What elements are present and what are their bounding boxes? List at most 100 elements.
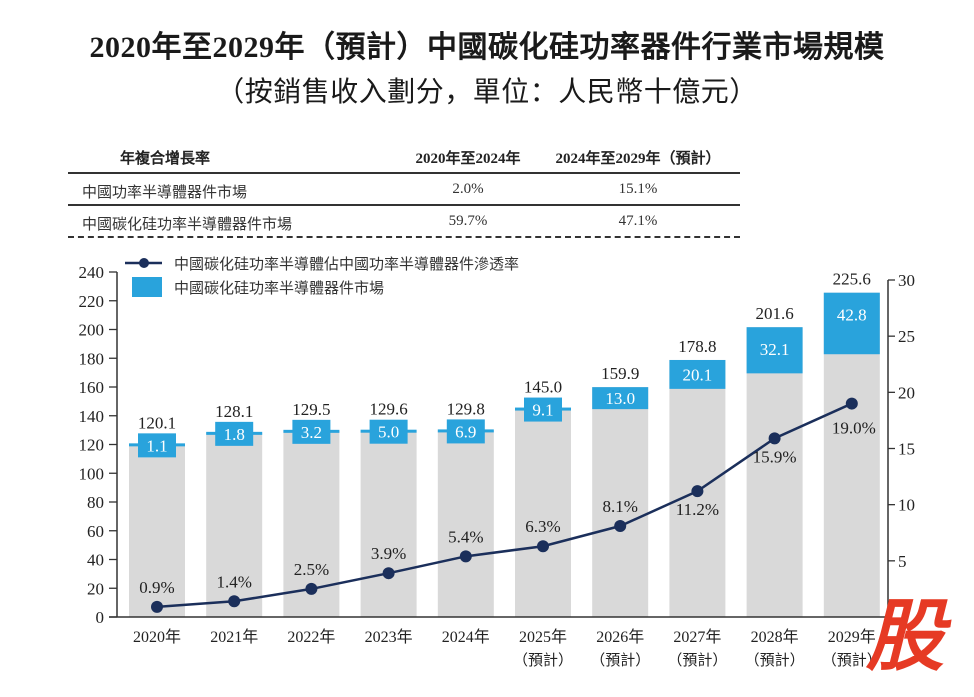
penetration-rate-point xyxy=(691,485,704,498)
sic-market-bar xyxy=(592,387,649,410)
cagr-row: 中國功率半導體器件市場 2.0% 15.1% xyxy=(68,174,740,206)
penetration-rate-label: 2.5% xyxy=(294,560,329,579)
chart-subtitle: （按銷售收入劃分，單位：人民幣十億元） xyxy=(216,75,758,108)
total-value-label: 129.5 xyxy=(292,400,330,419)
sic-market-bar xyxy=(446,419,485,444)
penetration-rate-point xyxy=(382,567,395,580)
penetration-rate-label: 8.1% xyxy=(602,497,637,516)
x-axis-tick-sublabel: （預計） xyxy=(745,651,805,669)
penetration-rate-label: 6.3% xyxy=(525,517,560,536)
penetration-rate-point xyxy=(537,540,549,553)
x-axis-tick-label: 2021年 xyxy=(210,628,258,646)
penetration-rate-label: 11.2% xyxy=(676,500,719,519)
total-value-label: 129.6 xyxy=(369,400,407,419)
x-axis-tick-label: 2025年 xyxy=(519,628,567,646)
total-market-bar xyxy=(515,408,571,617)
penetration-rate-label: 15.9% xyxy=(753,447,797,466)
sic-market-bar xyxy=(292,419,331,444)
x-axis-tick-label: 2029年 xyxy=(828,628,876,646)
x-axis-tick-label: 2023年 xyxy=(365,628,413,646)
left-axis-tick-label: 180 xyxy=(79,349,105,368)
cagr-row-value2: 15.1% xyxy=(618,181,658,197)
penetration-rate-point xyxy=(614,520,627,533)
sic-value-label: 13.0 xyxy=(605,389,635,408)
cagr-row-label: 中國碳化硅功率半導體器件市場 xyxy=(82,217,293,233)
cagr-row: 中國碳化硅功率半導體器件市場 59.7% 47.1% xyxy=(68,206,740,238)
left-axis-tick-label: 60 xyxy=(87,522,104,541)
right-axis-tick-label: 10 xyxy=(898,496,915,515)
total-value-label: 120.1 xyxy=(138,413,176,432)
x-axis-tick-label: 2024年 xyxy=(442,628,490,646)
total-market-bar xyxy=(360,430,417,617)
sic-market-bar xyxy=(215,421,254,446)
right-axis-tick-label: 20 xyxy=(898,383,915,402)
penetration-rate-point xyxy=(305,582,318,595)
x-axis-tick-label: 2027年 xyxy=(673,628,721,646)
penetration-rate-point xyxy=(768,432,781,445)
cagr-header-period1: 2020年至2024年 xyxy=(415,151,521,167)
left-axis-tick-label: 40 xyxy=(87,551,104,570)
total-value-label: 159.9 xyxy=(601,364,639,383)
cagr-header-label: 年複合增長率 xyxy=(120,151,211,167)
penetration-rate-label: 3.9% xyxy=(371,544,406,563)
left-axis-tick-label: 240 xyxy=(79,263,105,282)
sic-value-label: 9.1 xyxy=(532,401,553,420)
sic-market-bar xyxy=(138,433,176,458)
left-axis-tick-label: 20 xyxy=(87,579,104,598)
legend-bar-swatch xyxy=(132,277,162,297)
sic-value-label: 1.1 xyxy=(146,436,167,455)
sic-market-bar xyxy=(823,292,880,355)
left-axis-tick-label: 0 xyxy=(96,608,105,627)
total-value-label: 129.8 xyxy=(447,399,485,418)
left-axis-tick-label: 220 xyxy=(79,292,105,311)
penetration-rate-point xyxy=(459,550,472,563)
penetration-rate-label: 0.9% xyxy=(139,578,174,597)
penetration-rate-point xyxy=(151,600,163,613)
x-axis-tick-sublabel: （預計） xyxy=(667,651,727,669)
right-axis-tick-label: 30 xyxy=(898,271,915,290)
x-axis-tick-label: 2022年 xyxy=(287,628,335,646)
total-market-bar xyxy=(129,444,185,617)
penetration-rate-label: 19.0% xyxy=(832,419,876,438)
x-axis-tick-sublabel: （預計） xyxy=(822,651,882,669)
sic-value-label: 42.8 xyxy=(837,306,867,325)
chart-title: 2020年至2029年（預計）中國碳化硅功率器件行業市場規模 xyxy=(89,31,885,64)
right-axis-tick-label: 15 xyxy=(898,440,915,459)
total-value-label: 178.8 xyxy=(678,337,716,356)
total-value-label: 201.6 xyxy=(755,304,793,323)
total-value-label: 128.1 xyxy=(215,402,253,421)
total-market-bar xyxy=(592,387,649,617)
cagr-row-value1: 2.0% xyxy=(452,181,484,197)
left-axis-tick-label: 140 xyxy=(79,407,105,426)
x-axis-tick-sublabel: （預計） xyxy=(513,651,573,669)
right-axis-tick-label: 25 xyxy=(898,327,915,346)
x-axis-tick-label: 2026年 xyxy=(596,628,644,646)
cagr-row-value2: 47.1% xyxy=(618,213,658,229)
total-value-label: 225.6 xyxy=(833,270,871,289)
legend-line-label: 中國碳化硅功率半導體佔中國功率半導體器件滲透率 xyxy=(174,255,519,273)
total-value-label: 145.0 xyxy=(524,378,562,397)
sic-value-label: 3.2 xyxy=(301,423,322,442)
left-axis-tick-label: 200 xyxy=(79,321,105,340)
sic-value-label: 5.0 xyxy=(378,423,399,442)
left-axis-tick-label: 80 xyxy=(87,493,104,512)
legend-bar-label: 中國碳化硅功率半導體器件市場 xyxy=(174,279,384,297)
sic-value-label: 6.9 xyxy=(455,422,476,441)
left-axis-tick-label: 160 xyxy=(79,378,105,397)
sic-market-bar xyxy=(746,327,803,374)
penetration-rate-label: 1.4% xyxy=(216,572,251,591)
right-axis-tick-label: 5 xyxy=(898,552,907,571)
sic-value-label: 20.1 xyxy=(683,365,713,384)
penetration-rate-point xyxy=(228,595,241,608)
cagr-row-label: 中國功率半導體器件市場 xyxy=(82,185,248,201)
cagr-header-period2: 2024年至2029年（預計） xyxy=(555,151,721,167)
penetration-rate-line xyxy=(156,402,853,609)
legend-line-marker xyxy=(139,258,149,268)
x-axis-tick-label: 2020年 xyxy=(133,628,181,646)
x-axis-tick-label: 2028年 xyxy=(751,628,799,646)
cagr-table: 年複合增長率 2020年至2024年 2024年至2029年（預計） 中國功率半… xyxy=(68,140,740,238)
cagr-header-row: 年複合增長率 2020年至2024年 2024年至2029年（預計） xyxy=(68,140,740,174)
penetration-rate-label: 5.4% xyxy=(448,527,483,546)
total-market-bar xyxy=(437,430,494,617)
